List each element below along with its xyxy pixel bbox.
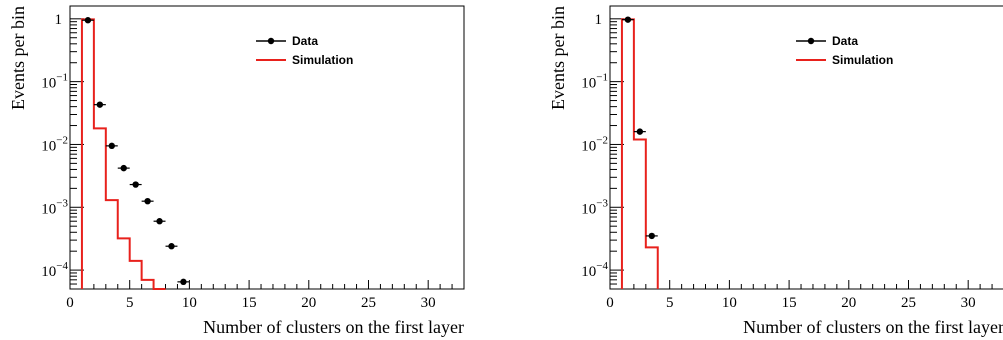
x-axis-label: Number of clusters on the first layer	[743, 317, 1003, 337]
y-tick-label: 10−3	[581, 197, 608, 217]
x-tick-label: 20	[841, 295, 856, 311]
data-point	[120, 164, 127, 172]
x-tick-label: 20	[301, 295, 316, 311]
data-point	[636, 128, 644, 135]
x-tick-label: 30	[961, 295, 976, 311]
data-point	[144, 197, 151, 205]
legend-simulation-label: Simulation	[292, 53, 353, 67]
chart-right: 0 5 10 15 20 25 30 10−4 10−3 10−2 10−1 1 Number of c…	[548, 5, 1003, 337]
legend-data-marker	[267, 37, 275, 45]
simulation-histogram	[80, 18, 166, 290]
data-point	[156, 218, 163, 225]
y-tick-label: 10−4	[581, 260, 608, 280]
data-point	[96, 101, 104, 108]
x-tick-label: 15	[242, 295, 257, 311]
y-tick-label: 10−1	[41, 72, 68, 92]
data-point	[108, 142, 115, 150]
data-point	[180, 278, 187, 286]
x-tick-label: 25	[901, 295, 916, 311]
chart-left: 0 5 10 15 20 25 30 10−4 10−3 10−2 10−1 1 Number of c…	[8, 5, 465, 337]
data-point	[132, 181, 139, 188]
y-axis-label: Events per bin	[548, 6, 568, 110]
x-tick-label: 15	[782, 295, 797, 311]
data-point	[648, 232, 655, 240]
y-tick-label: 10−2	[41, 134, 68, 154]
y-tick-label: 10−3	[41, 197, 68, 217]
y-tick-label: 1	[595, 12, 603, 28]
data-point	[168, 243, 175, 250]
legend-data-label: Data	[832, 34, 858, 48]
y-tick-label: 10−1	[581, 72, 608, 92]
legend-data-marker	[807, 37, 815, 45]
y-tick-label: 10−4	[41, 260, 68, 280]
x-tick-label: 25	[361, 295, 376, 311]
x-axis-label: Number of clusters on the first layer	[203, 317, 464, 337]
x-tick-label: 5	[666, 295, 674, 311]
y-axis-label: Events per bin	[8, 6, 28, 110]
x-tick-label: 30	[421, 295, 436, 311]
y-tick-label: 10−2	[581, 134, 608, 154]
data-point	[84, 17, 92, 24]
plot-frame	[609, 5, 1003, 290]
x-tick-label: 10	[722, 295, 737, 311]
x-tick-label: 0	[66, 295, 74, 311]
legend-data-label: Data	[292, 34, 318, 48]
legend-simulation-label: Simulation	[832, 53, 893, 67]
simulation-histogram	[620, 18, 659, 289]
y-tick-label: 1	[55, 12, 63, 28]
x-tick-label: 0	[606, 295, 614, 311]
x-tick-label: 10	[182, 295, 197, 311]
x-tick-label: 5	[126, 295, 134, 311]
data-point	[624, 16, 632, 23]
